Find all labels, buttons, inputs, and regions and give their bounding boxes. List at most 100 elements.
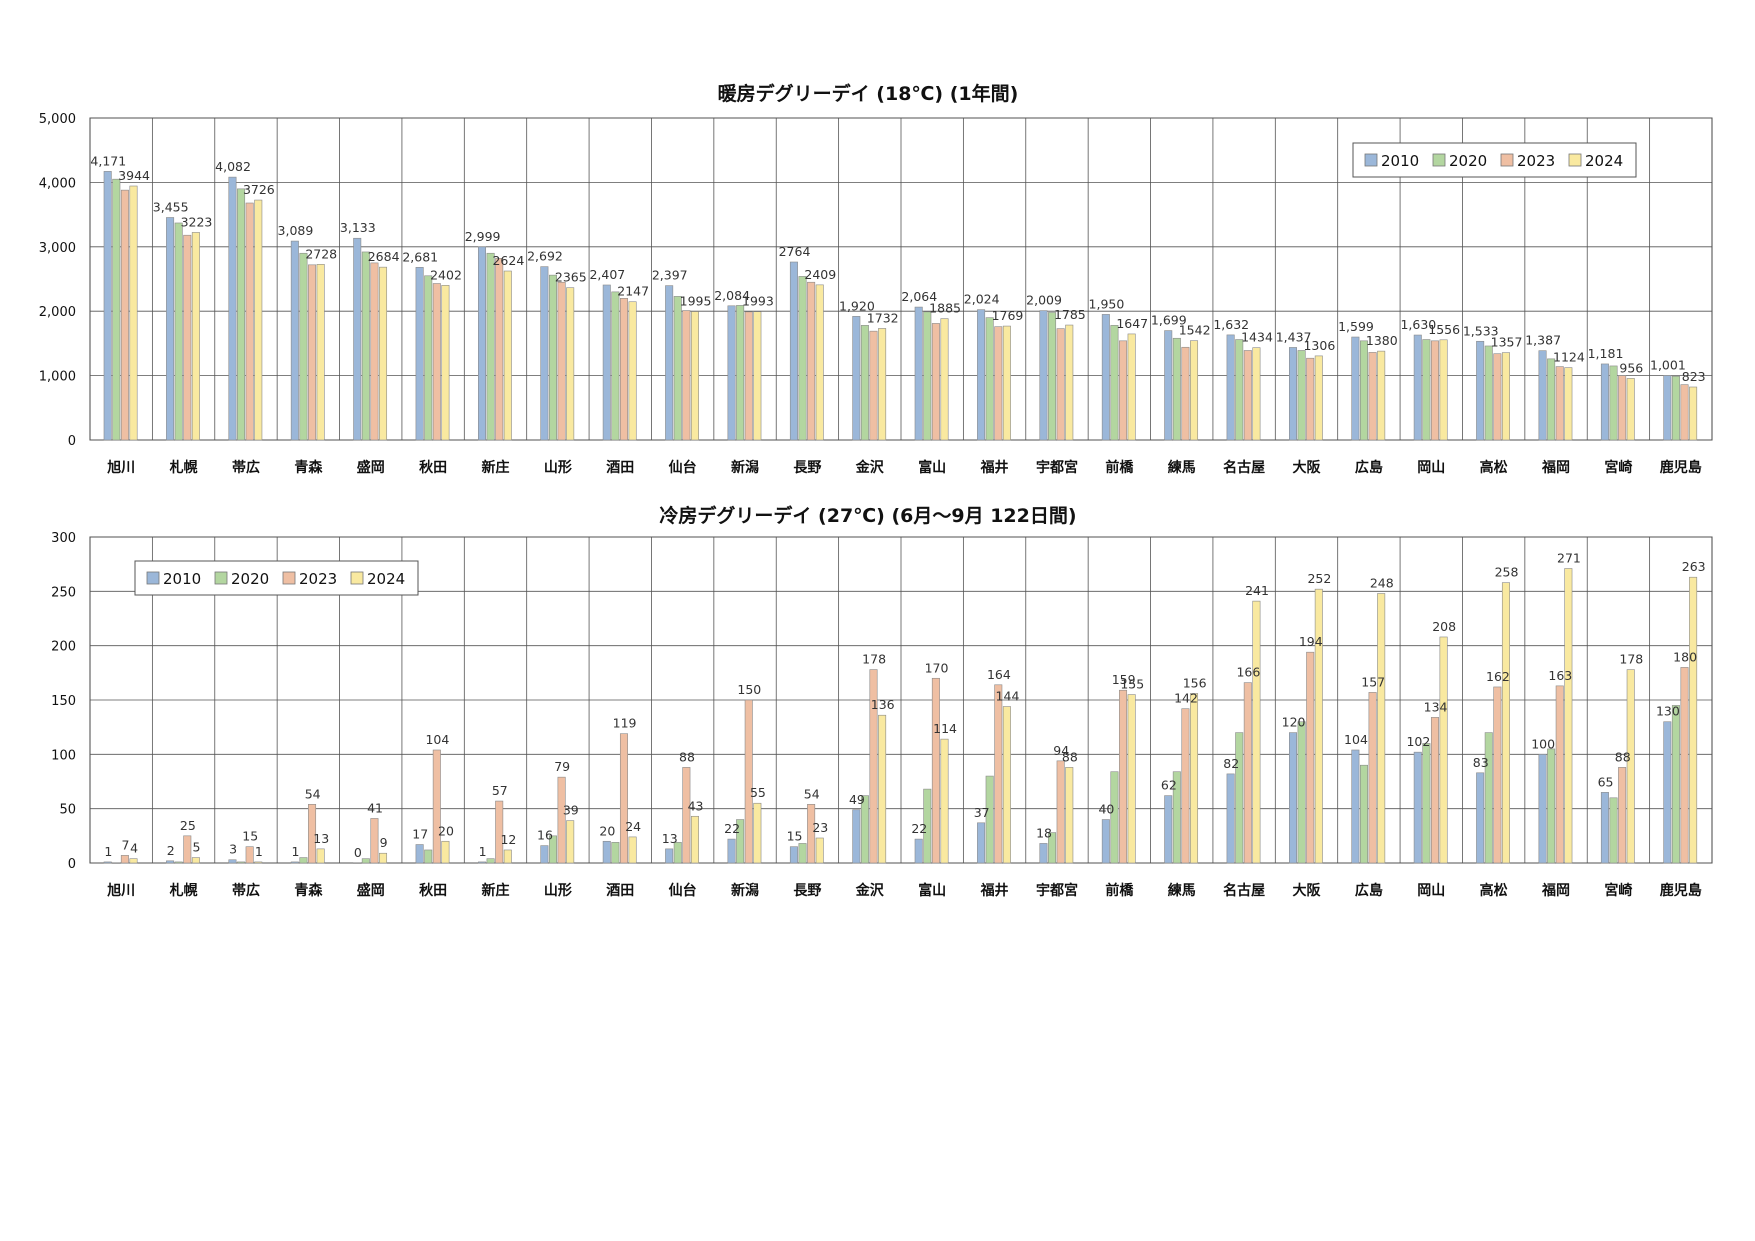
bar [379, 266, 388, 441]
bar [441, 285, 450, 441]
bar [477, 861, 486, 864]
data-label: 1647 [1116, 316, 1148, 331]
bar [1538, 350, 1547, 441]
data-label: 57 [492, 783, 508, 798]
x-category-label: 酒田 [606, 883, 634, 899]
bar [798, 843, 807, 864]
data-label: 1 [291, 844, 299, 859]
bar [727, 305, 736, 441]
bar [1439, 636, 1448, 864]
x-category-label: 青森 [294, 459, 323, 476]
data-label: 1885 [929, 301, 961, 316]
data-label: 7 [122, 837, 130, 852]
bar [1484, 345, 1493, 441]
bar [415, 267, 424, 441]
bar [1181, 346, 1190, 441]
data-label: 162 [1486, 669, 1510, 684]
data-label: 1,950 [1089, 296, 1125, 311]
data-label: 23 [812, 820, 828, 835]
bar [316, 848, 325, 864]
x-category-label: 札幌 [169, 459, 198, 476]
data-label: 1,630 [1400, 317, 1436, 332]
bar [1422, 339, 1431, 441]
bar [353, 862, 362, 864]
bar [254, 861, 263, 864]
data-label: 22 [724, 821, 740, 836]
data-label: 180 [1673, 649, 1697, 664]
bar [744, 699, 753, 864]
bar [503, 270, 512, 441]
data-label: 2728 [305, 246, 337, 261]
cooling-degree-day-chart: 冷房デグリーデイ (27℃) (6月～9月 122日間) 05010015020… [51, 504, 1713, 899]
data-label: 3 [229, 842, 237, 857]
data-label: 241 [1245, 583, 1269, 598]
bar [191, 857, 200, 864]
data-label: 54 [804, 786, 820, 801]
bar [308, 804, 317, 864]
bar [1297, 350, 1306, 441]
bar [985, 317, 994, 441]
data-label: 2684 [368, 249, 400, 264]
y-tick-label: 50 [59, 803, 76, 818]
x-category-label: 長野 [793, 883, 821, 899]
data-label: 25 [180, 818, 196, 833]
bar [548, 835, 557, 864]
bar [1671, 705, 1680, 864]
x-category-label: 前橋 [1105, 882, 1134, 899]
bar [1048, 832, 1057, 864]
data-label: 102 [1406, 734, 1430, 749]
legend-label: 2024 [367, 570, 405, 588]
data-label: 39 [563, 803, 579, 818]
data-label: 3726 [243, 182, 275, 197]
bar [566, 820, 575, 864]
y-tick-label: 0 [68, 434, 76, 449]
data-label: 18 [1036, 825, 1052, 840]
x-category-label: 青森 [294, 882, 323, 899]
x-category-label: 広島 [1355, 459, 1383, 476]
data-label: 2,064 [901, 289, 937, 304]
data-label: 1732 [867, 310, 899, 325]
data-label: 252 [1307, 571, 1331, 586]
data-label: 178 [1619, 652, 1643, 667]
bar [1689, 386, 1698, 441]
legend-swatch [146, 571, 160, 585]
bar [1289, 732, 1298, 864]
bar [628, 301, 637, 441]
bar [103, 861, 112, 864]
bar [1190, 340, 1199, 441]
legend-label: 2010 [1381, 152, 1419, 170]
data-label: 142 [1174, 691, 1198, 706]
data-label: 2,084 [714, 288, 750, 303]
x-category-label: 仙台 [669, 459, 697, 476]
x-category-label: 福岡 [1541, 882, 1570, 899]
bar [753, 802, 762, 864]
x-category-label: 新潟 [731, 459, 759, 476]
bar [994, 684, 1003, 864]
bar [878, 714, 887, 864]
bar [1164, 795, 1173, 864]
bar [1377, 350, 1386, 441]
data-label: 43 [688, 798, 704, 813]
bar [611, 291, 620, 441]
x-category-label: 練馬 [1168, 882, 1196, 899]
x-category-label: 山形 [544, 882, 572, 899]
x-category-label: 酒田 [606, 460, 634, 476]
bar [237, 861, 246, 864]
bar [495, 800, 504, 864]
bar [878, 328, 887, 441]
legend-box [134, 560, 419, 596]
bar [1065, 767, 1074, 864]
bar [1430, 340, 1439, 441]
bar [1359, 764, 1368, 864]
bar [495, 258, 504, 441]
x-category-label: 大阪 [1293, 459, 1322, 476]
bar [228, 176, 237, 441]
data-label: 1380 [1366, 333, 1398, 348]
bar [1493, 686, 1502, 864]
bar [869, 669, 878, 864]
bar [940, 738, 949, 864]
bar [1618, 767, 1627, 864]
bar [166, 860, 175, 864]
bar [1127, 694, 1136, 864]
bar [557, 776, 566, 864]
